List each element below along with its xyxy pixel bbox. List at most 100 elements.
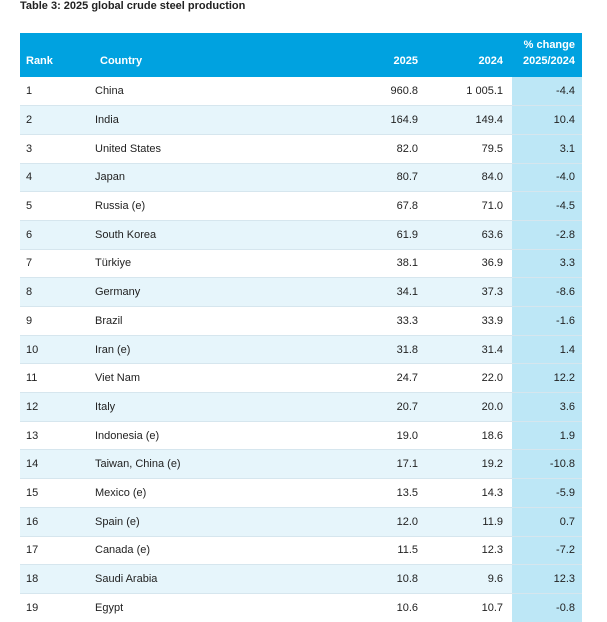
- table-row: 7 Türkiye 38.1 36.9 3.3: [20, 249, 582, 278]
- value-2024-cell: 84.0: [481, 171, 503, 184]
- table-row: 16 Spain (e) 12.0 11.9 0.7: [20, 507, 582, 536]
- change-cell: 12.3: [512, 564, 582, 594]
- table-title: Table 3: 2025 global crude steel product…: [20, 0, 246, 12]
- country-cell: Japan: [95, 171, 125, 184]
- country-cell: Russia (e): [95, 200, 146, 213]
- rank-cell: 1: [26, 85, 33, 98]
- value-2025-cell: 82.0: [396, 142, 418, 155]
- rank-cell: 10: [26, 343, 39, 356]
- table-row: 14 Taiwan, China (e) 17.1 19.2 -10.8: [20, 449, 582, 479]
- header-change: % change 2025/2024: [512, 33, 582, 77]
- rank-cell: 14: [26, 458, 39, 471]
- change-cell: -0.8: [512, 593, 582, 622]
- rank-cell: 17: [26, 544, 39, 557]
- change-cell: -5.9: [512, 478, 582, 508]
- value-2024-cell: 14.3: [481, 486, 503, 499]
- table-row: 10 Iran (e) 31.8 31.4 1.4: [20, 335, 582, 364]
- value-2025-cell: 38.1: [396, 257, 418, 270]
- value-2024-cell: 1 005.1: [466, 85, 503, 98]
- table-row: 8 Germany 34.1 37.3 -8.6: [20, 277, 582, 307]
- country-cell: Germany: [95, 286, 141, 299]
- table-header: Rank Country 2025 2024 % change 2025/202…: [20, 33, 582, 77]
- change-cell: -4.5: [512, 191, 582, 221]
- value-2024-cell: 18.6: [481, 429, 503, 442]
- value-2025-cell: 13.5: [396, 486, 418, 499]
- change-cell: -2.8: [512, 220, 582, 250]
- rank-cell: 3: [26, 142, 33, 155]
- country-cell: Italy: [95, 400, 116, 413]
- rank-cell: 19: [26, 601, 39, 614]
- rank-cell: 2: [26, 114, 33, 127]
- value-2024-cell: 71.0: [481, 200, 503, 213]
- rank-cell: 4: [26, 171, 33, 184]
- table-row: 18 Saudi Arabia 10.8 9.6 12.3: [20, 564, 582, 594]
- change-cell: 1.4: [512, 335, 582, 364]
- country-cell: Mexico (e): [95, 486, 147, 499]
- value-2024-cell: 19.2: [481, 458, 503, 471]
- rank-cell: 8: [26, 286, 33, 299]
- value-2024-cell: 22.0: [481, 372, 503, 385]
- value-2024-cell: 20.0: [481, 400, 503, 413]
- header-rank: Rank: [26, 55, 53, 67]
- value-2024-cell: 36.9: [481, 257, 503, 270]
- table-row: 13 Indonesia (e) 19.0 18.6 1.9: [20, 421, 582, 450]
- country-cell: Iran (e): [95, 343, 131, 356]
- country-cell: Canada (e): [95, 544, 151, 557]
- value-2025-cell: 24.7: [396, 372, 418, 385]
- rank-cell: 5: [26, 200, 33, 213]
- value-2024-cell: 10.7: [481, 601, 503, 614]
- header-change-line2: 2025/2024: [523, 55, 575, 67]
- change-cell: -10.8: [512, 449, 582, 479]
- table-row: 2 India 164.9 149.4 10.4: [20, 105, 582, 135]
- rank-cell: 13: [26, 429, 39, 442]
- value-2025-cell: 34.1: [396, 286, 418, 299]
- change-cell: 1.9: [512, 421, 582, 450]
- table-row: 12 Italy 20.7 20.0 3.6: [20, 392, 582, 422]
- value-2024-cell: 9.6: [487, 573, 503, 586]
- header-change-line1: % change: [523, 39, 575, 51]
- value-2025-cell: 10.6: [396, 601, 418, 614]
- change-cell: 10.4: [512, 105, 582, 135]
- rank-cell: 15: [26, 486, 39, 499]
- header-row: Rank Country 2025 2024 % change 2025/202…: [20, 33, 582, 77]
- value-2025-cell: 164.9: [390, 114, 418, 127]
- value-2025-cell: 67.8: [396, 200, 418, 213]
- change-cell: -4.4: [512, 77, 582, 106]
- change-cell: 12.2: [512, 363, 582, 393]
- value-2024-cell: 31.4: [481, 343, 503, 356]
- country-cell: Saudi Arabia: [95, 573, 158, 586]
- value-2025-cell: 10.8: [396, 573, 418, 586]
- header-country: Country: [100, 55, 143, 67]
- value-2024-cell: 33.9: [481, 314, 503, 327]
- table-row: 4 Japan 80.7 84.0 -4.0: [20, 163, 582, 192]
- table-body: 1 China 960.8 1 005.1 -4.4 2 India 164.9 149.4 10…: [20, 77, 582, 622]
- value-2024-cell: 63.6: [481, 228, 503, 241]
- rank-cell: 6: [26, 228, 33, 241]
- rank-cell: 12: [26, 400, 39, 413]
- country-cell: Spain (e): [95, 515, 140, 528]
- table-row: 5 Russia (e) 67.8 71.0 -4.5: [20, 191, 582, 221]
- change-cell: -8.6: [512, 277, 582, 307]
- table-row: 6 South Korea 61.9 63.6 -2.8: [20, 220, 582, 250]
- value-2024-cell: 12.3: [481, 544, 503, 557]
- rank-cell: 7: [26, 257, 33, 270]
- steel-production-table: Rank Country 2025 2024 % change 2025/202…: [20, 33, 582, 622]
- value-2025-cell: 17.1: [396, 458, 418, 471]
- table-row: 3 United States 82.0 79.5 3.1: [20, 134, 582, 164]
- value-2024-cell: 37.3: [481, 286, 503, 299]
- country-cell: India: [95, 114, 119, 127]
- value-2024-cell: 79.5: [481, 142, 503, 155]
- table-row: 1 China 960.8 1 005.1 -4.4: [20, 77, 582, 106]
- table-row: 15 Mexico (e) 13.5 14.3 -5.9: [20, 478, 582, 508]
- country-cell: Indonesia (e): [95, 429, 160, 442]
- country-cell: Egypt: [95, 601, 124, 614]
- change-cell: -4.0: [512, 163, 582, 192]
- country-cell: United States: [95, 142, 162, 155]
- change-cell: 3.3: [512, 249, 582, 278]
- value-2024-cell: 149.4: [475, 114, 503, 127]
- change-cell: 3.1: [512, 134, 582, 164]
- rank-cell: 11: [26, 372, 38, 385]
- value-2025-cell: 960.8: [390, 85, 418, 98]
- country-cell: China: [95, 85, 124, 98]
